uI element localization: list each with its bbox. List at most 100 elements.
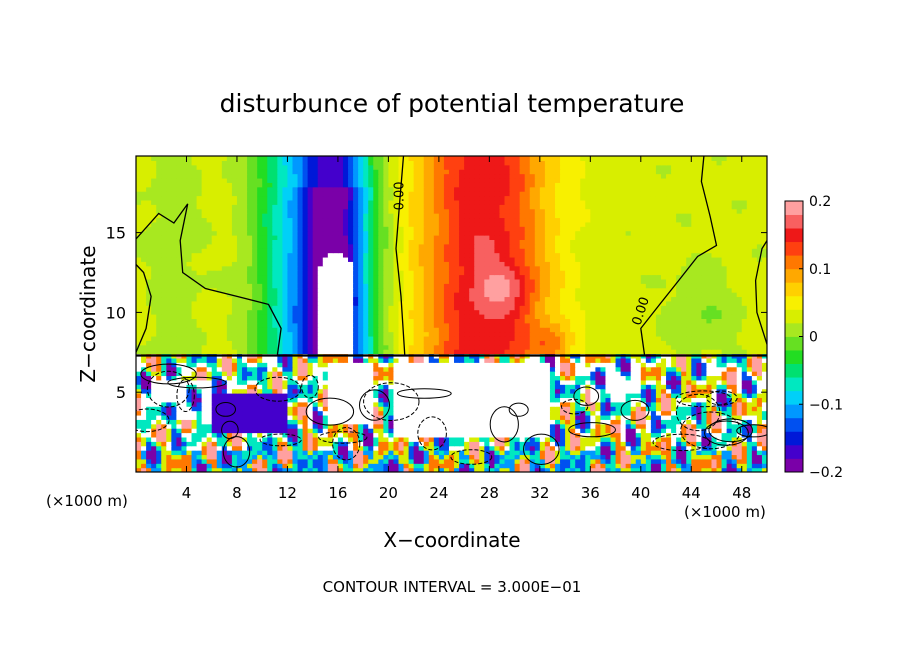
heatmap-cell: [297, 357, 304, 363]
heatmap-cell: [585, 406, 591, 412]
heatmap-cell: [640, 335, 647, 341]
heatmap-cell: [605, 314, 612, 319]
heatmap-cell: [277, 314, 283, 319]
heatmap-cell: [509, 371, 516, 377]
heatmap-cell: [681, 379, 687, 385]
heatmap-cell: [373, 362, 379, 368]
heatmap-cell: [509, 349, 516, 355]
heatmap-cell: [610, 463, 617, 469]
heatmap-cell: [655, 458, 662, 464]
heatmap-cell: [438, 371, 445, 377]
heatmap-cell: [489, 441, 496, 447]
heatmap-cell: [580, 344, 586, 350]
heatmap-cell: [443, 296, 450, 302]
heatmap-cell: [342, 436, 349, 442]
heatmap-cell: [388, 344, 395, 350]
heatmap-cell: [686, 322, 692, 328]
heatmap-cell: [494, 397, 501, 403]
heatmap-cell: [252, 362, 258, 368]
heatmap-cell: [671, 432, 677, 438]
heatmap-cell: [342, 331, 349, 337]
heatmap-cell: [504, 458, 511, 464]
heatmap-cell: [156, 397, 162, 403]
heatmap-cell: [201, 371, 208, 377]
heatmap-cell: [262, 375, 268, 381]
heatmap-cell: [504, 309, 511, 315]
heatmap-cell: [428, 441, 435, 447]
heatmap-cell: [171, 305, 177, 311]
heatmap-cell: [348, 401, 354, 407]
heatmap-cell: [322, 357, 329, 363]
heatmap-cell: [736, 340, 743, 346]
heatmap-cell: [322, 410, 329, 416]
heatmap-cell: [363, 388, 369, 394]
heatmap-cell: [479, 393, 485, 398]
heatmap-cell: [691, 327, 697, 333]
heatmap-cell: [635, 419, 642, 425]
heatmap-cell: [746, 322, 753, 328]
heatmap-cell: [534, 432, 541, 438]
heatmap-cell: [484, 335, 490, 341]
heatmap-cell: [585, 309, 591, 315]
heatmap-cell: [448, 419, 455, 425]
heatmap-cell: [459, 296, 465, 302]
heatmap-cell: [252, 388, 258, 394]
heatmap-cell: [595, 305, 602, 311]
heatmap-cell: [136, 322, 142, 328]
heatmap-cell: [317, 441, 324, 447]
heatmap-cell: [262, 349, 268, 355]
heatmap-cell: [267, 349, 273, 355]
heatmap-cell: [242, 305, 248, 311]
heatmap-cell: [570, 388, 576, 394]
heatmap-cell: [655, 445, 662, 451]
heatmap-cell: [262, 419, 268, 425]
heatmap-cell: [312, 463, 319, 469]
heatmap-cell: [221, 454, 228, 460]
heatmap-cell: [686, 362, 692, 368]
heatmap-cell: [171, 357, 177, 363]
heatmap-cell: [534, 318, 541, 324]
heatmap-cell: [620, 340, 627, 346]
heatmap-cell: [262, 397, 268, 403]
heatmap-cell: [378, 375, 384, 381]
heatmap-cell: [580, 371, 586, 377]
heatmap-cell: [418, 393, 425, 398]
heatmap-cell: [186, 305, 193, 311]
heatmap-cell: [342, 401, 349, 407]
heatmap-cell: [761, 388, 767, 394]
heatmap-cell: [428, 322, 435, 328]
heatmap-cell: [383, 309, 389, 315]
heatmap-cell: [620, 362, 627, 368]
heatmap-cell: [560, 406, 566, 412]
heatmap-cell: [746, 305, 753, 311]
heatmap-cell: [691, 300, 697, 306]
heatmap-cell: [524, 305, 531, 311]
heatmap-cell: [216, 463, 223, 469]
heatmap-cell: [666, 371, 672, 377]
heatmap-cell: [257, 445, 263, 451]
heatmap-cell: [312, 432, 319, 438]
heatmap-cell: [494, 371, 501, 377]
heatmap-cell: [585, 357, 591, 363]
heatmap-cell: [231, 305, 238, 311]
heatmap-cell: [156, 419, 162, 425]
heatmap-cell: [443, 357, 450, 363]
heatmap-cell: [337, 327, 344, 333]
heatmap-cell: [696, 393, 702, 398]
heatmap-cell: [418, 335, 425, 341]
heatmap-cell: [454, 357, 460, 363]
heatmap-cell: [136, 419, 142, 425]
heatmap-cell: [454, 454, 460, 460]
heatmap-cell: [711, 331, 718, 337]
heatmap-cell: [332, 454, 339, 460]
heatmap-cell: [736, 445, 743, 451]
heatmap-cell: [605, 467, 612, 472]
heatmap-cell: [166, 305, 172, 311]
heatmap-cell: [327, 296, 334, 302]
heatmap-cell: [575, 357, 581, 363]
heatmap-cell: [660, 318, 667, 324]
heatmap-cell: [575, 344, 581, 350]
heatmap-cell: [671, 406, 677, 412]
heatmap-cell: [600, 327, 607, 333]
heatmap-cell: [534, 388, 541, 394]
